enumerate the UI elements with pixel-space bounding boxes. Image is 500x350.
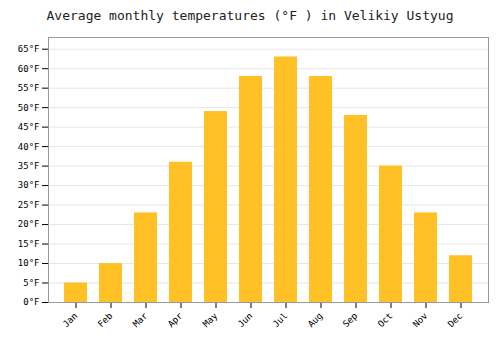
svg-text:35°F: 35°F [18, 161, 40, 171]
svg-text:40°F: 40°F [18, 141, 40, 151]
svg-text:30°F: 30°F [18, 180, 40, 190]
svg-text:Jan: Jan [61, 311, 80, 330]
svg-text:Sep: Sep [341, 311, 360, 330]
svg-text:65°F: 65°F [18, 44, 40, 54]
html-text:Average monthly temperatures (: Average monthly temperatures (°F ) in Ve… [46, 8, 454, 23]
svg-text:Mar: Mar [131, 310, 150, 329]
svg-text:Feb: Feb [96, 311, 115, 330]
svg-text:Jul: Jul [271, 311, 290, 330]
svg-text:Dec: Dec [446, 311, 465, 330]
svg-text:20°F: 20°F [18, 219, 40, 229]
svg-text:Jun: Jun [236, 311, 255, 330]
svg-text:25°F: 25°F [18, 200, 40, 210]
svg-text:55°F: 55°F [18, 83, 40, 93]
svg-text:50°F: 50°F [18, 103, 40, 113]
svg-text:Nov: Nov [411, 311, 430, 330]
svg-text:Oct: Oct [376, 311, 395, 330]
svg-text:45°F: 45°F [18, 122, 40, 132]
svg-text:60°F: 60°F [18, 64, 40, 74]
svg-text:5°F: 5°F [23, 278, 39, 288]
svg-text:10°F: 10°F [18, 258, 40, 268]
svg-text:May: May [201, 310, 220, 329]
svg-text:Apr: Apr [166, 310, 185, 329]
svg-text:Aug: Aug [306, 311, 325, 330]
svg-text:15°F: 15°F [18, 239, 40, 249]
svg-text:0°F: 0°F [23, 297, 39, 307]
